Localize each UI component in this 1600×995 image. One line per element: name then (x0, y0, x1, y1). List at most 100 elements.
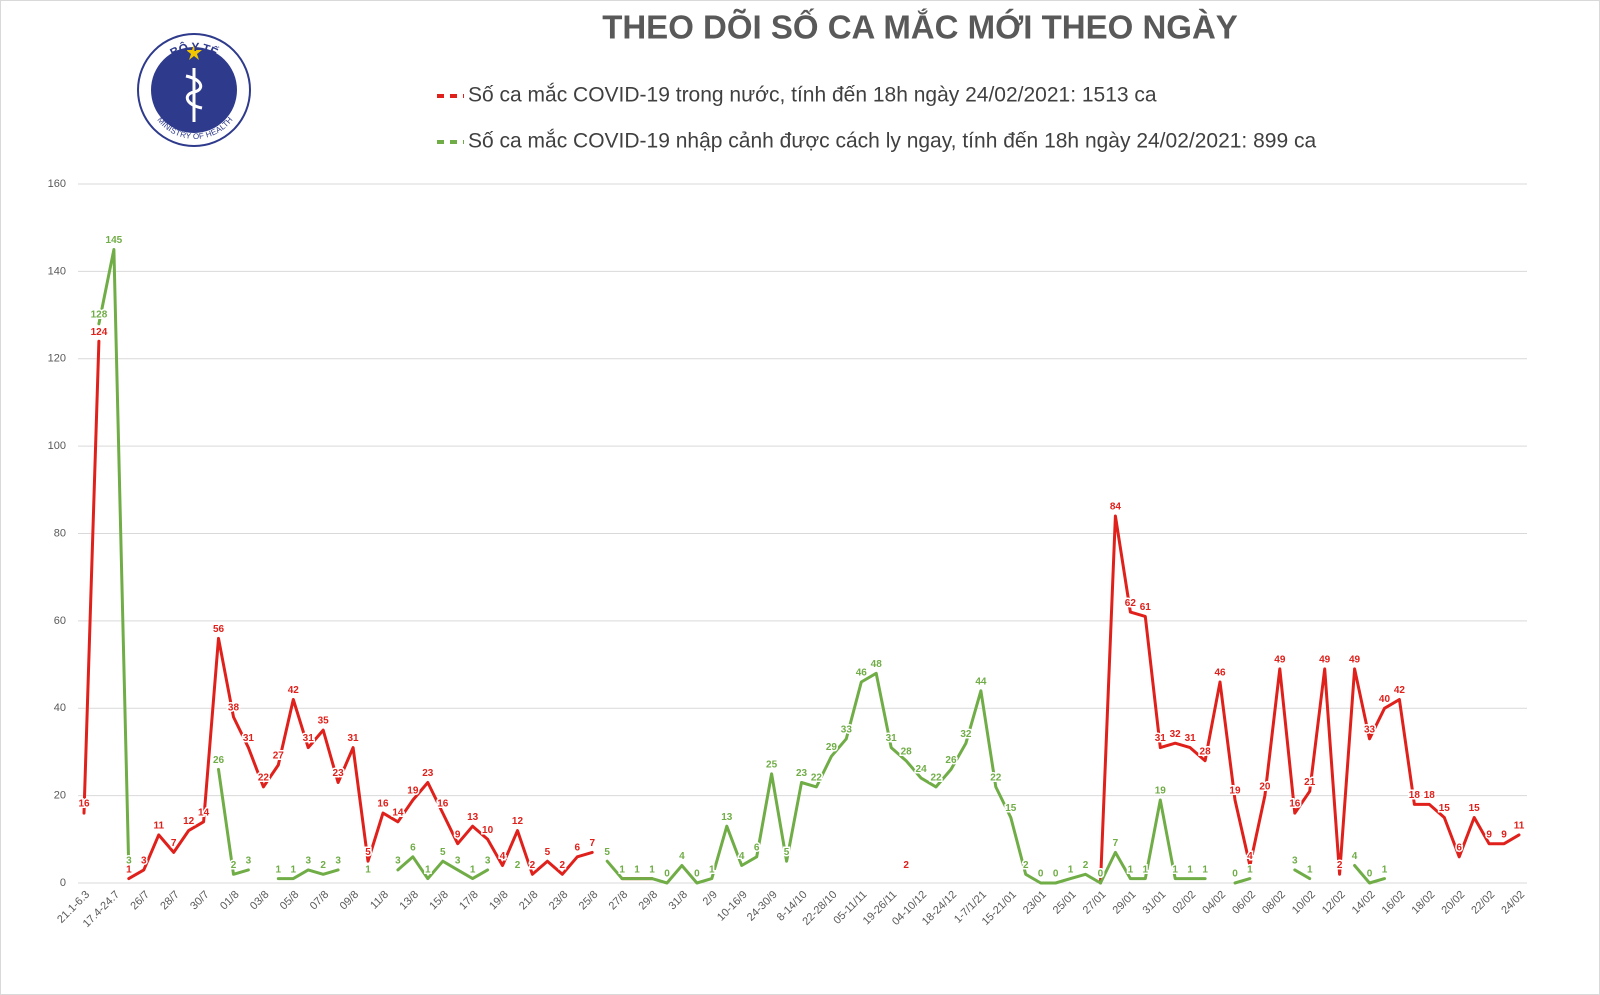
data-label: 2 (903, 860, 909, 871)
data-label: 31 (1185, 733, 1197, 744)
data-label: 1 (276, 864, 282, 875)
data-label: 1 (126, 864, 132, 875)
data-label: 40 (1379, 694, 1391, 705)
data-label: 3 (305, 856, 311, 867)
data-label: 20 (1259, 781, 1271, 792)
data-label: 0 (1038, 869, 1044, 880)
data-label: 49 (1349, 655, 1361, 666)
data-label: 1 (709, 864, 715, 875)
y-tick-label: 120 (48, 353, 66, 365)
data-label: 46 (1214, 668, 1226, 679)
data-label: 11 (153, 821, 164, 832)
data-label: 1 (634, 864, 640, 875)
data-label: 0 (1232, 869, 1238, 880)
data-label: 16 (377, 799, 389, 810)
data-label: 18 (1424, 790, 1436, 801)
data-label: 28 (901, 746, 913, 757)
data-label: 0 (1367, 869, 1373, 880)
data-label: 3 (485, 856, 491, 867)
data-label: 32 (960, 729, 972, 740)
data-label: 7 (171, 838, 177, 849)
data-label: 2 (1083, 860, 1089, 871)
data-label: 6 (410, 842, 416, 853)
legend-label: Số ca mắc COVID-19 nhập cảnh được cách l… (468, 130, 1316, 153)
data-label: 3 (141, 856, 147, 867)
data-label: 27 (273, 751, 285, 762)
logo-top-text: BỘ Y TẾ (168, 40, 221, 60)
data-label: 23 (422, 768, 434, 779)
data-label: 22 (930, 773, 942, 784)
data-label: 19 (407, 786, 419, 797)
data-label: 5 (440, 847, 446, 858)
data-label: 22 (990, 773, 1002, 784)
data-label: 1 (1143, 864, 1149, 875)
data-label: 4 (1352, 851, 1358, 862)
data-label: 19 (1229, 786, 1241, 797)
data-label: 15 (1439, 803, 1451, 814)
data-label: 2 (1337, 860, 1343, 871)
data-label: 31 (886, 733, 898, 744)
series-line (82, 339, 1521, 885)
chart-title: THEO DÕI SỐ CA MẮC MỚI THEO NGÀY (602, 8, 1238, 46)
data-label: 26 (213, 755, 225, 766)
data-label: 4 (679, 851, 685, 862)
data-label: 9 (1486, 829, 1492, 840)
data-label: 128 (91, 309, 108, 320)
data-label: 48 (871, 659, 883, 670)
data-label: 1 (1247, 864, 1253, 875)
data-label: 22 (258, 773, 270, 784)
data-label: 9 (455, 829, 461, 840)
data-label: 6 (754, 842, 760, 853)
data-label: 44 (975, 676, 987, 687)
data-label: 2 (515, 860, 521, 871)
data-label: 49 (1274, 655, 1286, 666)
data-label: 16 (437, 799, 449, 810)
data-label: 14 (392, 807, 404, 818)
y-tick-label: 0 (60, 877, 66, 889)
data-label: 7 (589, 838, 595, 849)
data-label: 13 (721, 812, 733, 823)
data-label: 5 (604, 847, 610, 858)
data-label: 0 (1098, 869, 1104, 880)
data-label: 6 (1456, 842, 1462, 853)
data-label: 31 (1155, 733, 1167, 744)
data-label: 10 (482, 825, 494, 836)
data-label: 7 (1113, 838, 1119, 849)
data-label: 1 (619, 864, 625, 875)
data-label: 4 (500, 851, 506, 862)
data-label: 26 (945, 755, 957, 766)
data-label: 22 (811, 773, 823, 784)
data-label: 33 (1364, 724, 1376, 735)
data-label: 35 (318, 716, 330, 727)
data-label: 56 (213, 624, 225, 635)
y-tick-label: 20 (54, 790, 66, 802)
data-label: 9 (1501, 829, 1507, 840)
data-label: 1 (709, 864, 715, 875)
y-tick-label: 160 (48, 178, 66, 190)
data-label: 32 (1170, 729, 1182, 740)
logo-top: BỘ Y TẾ (168, 40, 221, 60)
data-label: 23 (796, 768, 808, 779)
data-label: 46 (856, 668, 868, 679)
data-label: 1 (365, 864, 371, 875)
data-label: 4 (1247, 851, 1253, 862)
data-label: 12 (183, 816, 195, 827)
data-label: 5 (365, 847, 371, 858)
data-label: 14 (198, 807, 210, 818)
data-label: 28 (1200, 746, 1212, 757)
data-label: 3 (126, 856, 132, 867)
y-tick-label: 40 (54, 702, 66, 714)
data-label: 18 (1409, 790, 1421, 801)
data-label: 2 (231, 860, 237, 871)
y-tick-label: 100 (48, 440, 66, 452)
data-label: 5 (784, 847, 790, 858)
y-tick-label: 140 (48, 265, 66, 277)
data-label: 1 (634, 864, 640, 875)
data-label: 24 (916, 764, 928, 775)
data-label: 16 (78, 799, 90, 810)
data-label: 1 (1172, 864, 1178, 875)
data-label: 31 (243, 733, 255, 744)
data-label: 42 (1394, 685, 1406, 696)
data-label: 2 (530, 860, 536, 871)
